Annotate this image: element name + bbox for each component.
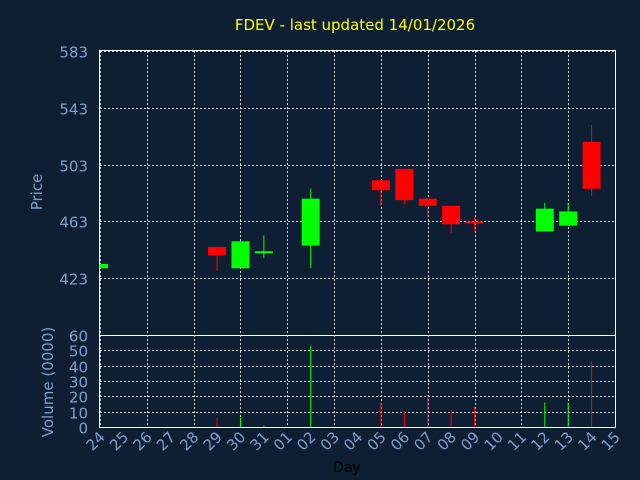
- day-tick-label: 14: [574, 428, 600, 454]
- price-tick-labels: 423 463 503 543 583: [59, 44, 88, 289]
- volume-tick-label: 10: [69, 405, 88, 423]
- volume-bars: [216, 345, 593, 427]
- candle-body: [208, 246, 227, 256]
- day-tick-label: 07: [410, 428, 436, 454]
- candle-body: [231, 241, 250, 269]
- price-tick-label: 583: [59, 44, 88, 62]
- day-tick-label: 15: [598, 428, 624, 454]
- candle-body: [442, 205, 461, 225]
- day-tick-label: 01: [270, 428, 296, 454]
- candle-body: [254, 251, 273, 254]
- day-tick-label: 05: [364, 428, 390, 454]
- day-tick-label: 10: [481, 428, 507, 454]
- candle-body: [371, 180, 390, 191]
- day-tick-label: 04: [340, 428, 366, 454]
- day-tick-label: 29: [200, 428, 226, 454]
- day-tick-label: 25: [106, 428, 132, 454]
- candle-body: [301, 198, 320, 246]
- day-tick-label: 03: [317, 428, 343, 454]
- day-tick-label: 11: [504, 428, 530, 454]
- price-panel-frame: [99, 50, 616, 336]
- x-axis-label: Day: [333, 460, 361, 476]
- day-tick-label: 26: [129, 428, 155, 454]
- candle-body: [395, 168, 414, 201]
- day-tick-label: 31: [246, 428, 272, 454]
- volume-tick-label: 50: [69, 343, 88, 361]
- candle-body: [559, 211, 578, 226]
- volume-panel-frame: [99, 335, 616, 428]
- candle-body: [100, 264, 108, 269]
- candle-body: [465, 221, 484, 224]
- volume-tick-label: 60: [69, 328, 88, 346]
- chart-title: FDEV - last updated 14/01/2026: [235, 16, 475, 34]
- day-tick-label: 08: [434, 428, 460, 454]
- day-tick-labels: 2425262728293031010203040506070809101112…: [83, 428, 624, 454]
- volume-tick-label: 30: [69, 374, 88, 392]
- price-grid: [100, 51, 616, 335]
- price-tick-label: 503: [59, 158, 88, 176]
- volume-tick-label: 20: [69, 389, 88, 407]
- day-tick-label: 09: [457, 428, 483, 454]
- day-tick-label: 13: [551, 428, 577, 454]
- price-tick-label: 543: [59, 101, 88, 119]
- volume-axis-label: Volume (0000): [39, 327, 57, 437]
- day-tick-label: 06: [387, 428, 413, 454]
- price-tick-label: 463: [59, 214, 88, 232]
- candle-body: [535, 208, 554, 232]
- volume-grid: [100, 335, 616, 427]
- day-tick-label: 28: [176, 428, 202, 454]
- day-tick-label: 30: [223, 428, 249, 454]
- candle-body: [418, 198, 437, 206]
- day-tick-label: 02: [293, 428, 319, 454]
- day-tick-label: 12: [527, 428, 553, 454]
- candle-body: [582, 141, 601, 189]
- day-tick-label: 27: [153, 428, 179, 454]
- volume-tick-label: 0: [78, 420, 88, 438]
- volume-tick-label: 40: [69, 359, 88, 377]
- price-axis-label: Price: [28, 174, 46, 211]
- price-tick-label: 423: [59, 271, 88, 289]
- candles: [99, 124, 601, 272]
